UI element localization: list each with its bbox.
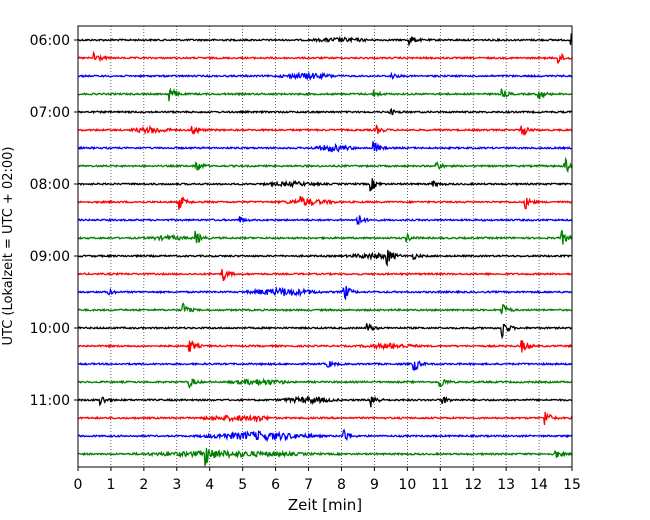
x-tick-label: 13 (497, 477, 515, 493)
y-tick-label: 09:00 (30, 249, 70, 265)
trace-1115 (77, 411, 573, 426)
trace-1145 (77, 447, 573, 467)
x-tick-label: 11 (431, 477, 449, 493)
x-tick-label: 5 (238, 477, 247, 493)
x-tick-label: 6 (271, 477, 280, 493)
trace-0930 (77, 285, 573, 301)
trace-0645 (77, 87, 573, 102)
x-tick-label: 3 (172, 477, 181, 493)
trace-group (77, 33, 573, 467)
trace-1045 (77, 377, 573, 389)
x-tick-label: 2 (139, 477, 148, 493)
trace-0830 (77, 215, 573, 226)
x-axis: 0 1 2 3 4 5 6 7 8 9 10 11 12 13 14 15 (74, 467, 581, 493)
x-tick-label: 8 (337, 477, 346, 493)
trace-0700 (77, 107, 573, 116)
y-axis: 06:00 07:00 08:00 09:00 10:00 11:00 (30, 33, 78, 409)
y-tick-label: 08:00 (30, 177, 70, 193)
trace-0900 (77, 249, 573, 268)
y-tick-label: 06:00 (30, 33, 70, 49)
trace-0715 (77, 124, 573, 136)
x-tick-label: 0 (74, 477, 83, 493)
x-tick-label: 7 (304, 477, 313, 493)
x-tick-label: 1 (106, 477, 115, 493)
trace-1100 (77, 395, 573, 408)
y-tick-label: 07:00 (30, 105, 70, 121)
trace-0600 (77, 33, 573, 47)
x-tick-label: 9 (370, 477, 379, 493)
trace-1130 (77, 428, 573, 443)
trace-1000 (77, 322, 573, 340)
y-tick-label: 10:00 (30, 321, 70, 337)
trace-0730 (77, 141, 573, 153)
y-tick-label: 11:00 (30, 393, 70, 409)
trace-0745 (77, 156, 573, 174)
trace-0945 (78, 302, 573, 315)
trace-0915 (77, 268, 573, 282)
x-tick-label: 15 (563, 477, 581, 493)
trace-0815 (77, 195, 573, 210)
trace-1015 (77, 340, 573, 353)
x-tick-label: 12 (464, 477, 482, 493)
plot-frame (77, 25, 573, 468)
x-tick-label: 10 (398, 477, 416, 493)
trace-0845 (77, 229, 573, 245)
x-axis-label: Zeit [min] (288, 496, 362, 514)
y-axis-label: UTC (Lokalzeit = UTC + 02:00) (1, 147, 16, 346)
trace-0615 (77, 50, 573, 64)
trace-0630 (77, 71, 573, 81)
trace-1030 (77, 360, 573, 372)
trace-0800 (77, 178, 573, 192)
x-tick-label: 14 (530, 477, 548, 493)
x-tick-label: 4 (205, 477, 214, 493)
